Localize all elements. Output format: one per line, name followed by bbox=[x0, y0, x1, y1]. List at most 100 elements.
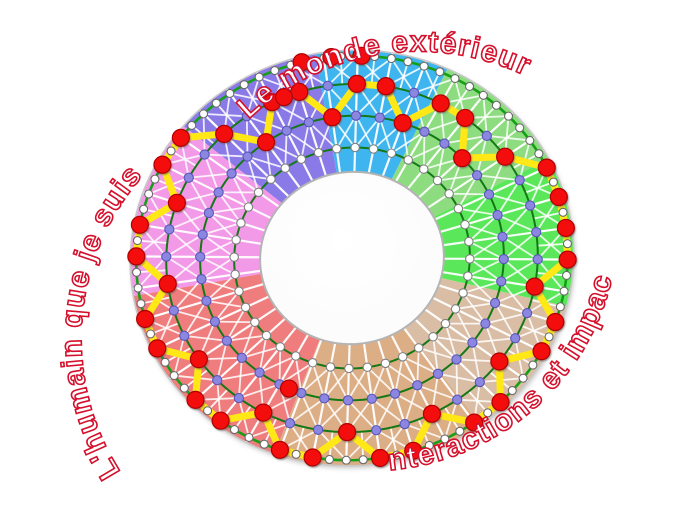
radial-edge-outer bbox=[452, 85, 471, 112]
highlight-node bbox=[292, 53, 311, 72]
diagonal-edge bbox=[217, 191, 242, 224]
radial-edge-outer bbox=[295, 426, 305, 456]
radial-edge-outer bbox=[475, 104, 498, 128]
node-ring-4-outermost bbox=[386, 53, 396, 64]
node-ring-3 bbox=[179, 330, 190, 341]
diagonal-edge bbox=[225, 334, 268, 342]
node-ring-4-outermost bbox=[324, 454, 334, 465]
diagonal-edge bbox=[502, 231, 538, 261]
highlight-node bbox=[189, 350, 208, 369]
diagonal-edge bbox=[467, 214, 499, 243]
diagonal-edge bbox=[501, 235, 539, 261]
highlight-node bbox=[322, 47, 341, 67]
node-ring-1-innermost bbox=[243, 202, 254, 212]
radial-edge-outer bbox=[136, 239, 169, 244]
highlight-node bbox=[393, 113, 412, 133]
node-ring-4-outermost bbox=[259, 439, 269, 449]
highlight-node bbox=[556, 218, 575, 238]
diagonal-edge bbox=[403, 384, 419, 425]
node-ring-3 bbox=[312, 424, 324, 435]
node-ring-1-innermost bbox=[331, 143, 342, 154]
node-ring-2 bbox=[498, 253, 509, 265]
highlight-node bbox=[215, 124, 234, 143]
node-ring-2 bbox=[195, 251, 206, 263]
node-ring-1-innermost bbox=[240, 302, 251, 313]
diagonal-edge bbox=[407, 142, 446, 161]
radial-edge-outer bbox=[520, 325, 550, 338]
highlight-node bbox=[376, 77, 395, 96]
node-ring-1-innermost bbox=[465, 254, 475, 264]
node-ring-1-innermost bbox=[397, 352, 408, 362]
node-ring-3 bbox=[284, 418, 296, 429]
diagonal-edge bbox=[168, 228, 202, 258]
diagonal-edge bbox=[366, 366, 396, 395]
diagonal-edge bbox=[466, 275, 496, 304]
node-ring-3 bbox=[161, 251, 172, 262]
diagonal-edge bbox=[294, 355, 303, 394]
radial-edge-outer bbox=[524, 181, 555, 194]
diagonal-edge bbox=[258, 355, 297, 374]
node-ring-4-outermost bbox=[403, 57, 413, 67]
highlight-node bbox=[323, 108, 342, 127]
node-ring-4-outermost bbox=[187, 120, 197, 130]
node-ring-2 bbox=[366, 393, 377, 404]
diagonal-edge bbox=[300, 121, 310, 161]
node-ring-1-innermost bbox=[440, 318, 451, 329]
node-ring-2 bbox=[480, 318, 491, 329]
diagonal-edge bbox=[482, 94, 488, 137]
diagonal-edge bbox=[494, 302, 517, 340]
node-ring-2 bbox=[471, 170, 483, 181]
diagonal-edge bbox=[384, 362, 419, 387]
diagonal-edge bbox=[500, 258, 539, 283]
diagonal-edge bbox=[375, 392, 396, 432]
diagonal-edge bbox=[187, 172, 233, 179]
highlight-node bbox=[130, 215, 149, 234]
highlight-node bbox=[171, 128, 190, 147]
highlight-node bbox=[274, 88, 294, 107]
diagonal-edge bbox=[390, 130, 426, 155]
diagonal-edge bbox=[471, 341, 481, 384]
highlight-node bbox=[422, 404, 442, 423]
diagonal-edge bbox=[278, 345, 282, 386]
diagonal-edge bbox=[201, 233, 236, 259]
node-ring-4-outermost bbox=[358, 455, 368, 465]
node-ring-2 bbox=[483, 189, 495, 200]
node-ring-4-outermost bbox=[169, 371, 179, 381]
node-ring-4-outermost bbox=[203, 406, 213, 416]
node-ring-4-outermost bbox=[211, 98, 221, 108]
diagonal-edge bbox=[347, 399, 378, 432]
diagonal-edge bbox=[208, 212, 238, 241]
node-ring-4-outermost bbox=[525, 135, 535, 145]
highlight-node bbox=[371, 448, 390, 468]
diagonal-edge bbox=[183, 334, 228, 342]
highlight-node bbox=[496, 147, 515, 166]
highlight-node bbox=[303, 448, 322, 467]
diagonal-edge bbox=[240, 345, 282, 359]
node-ring-1-innermost bbox=[234, 286, 244, 297]
node-ring-4-outermost bbox=[136, 299, 146, 309]
diagonal-edge bbox=[335, 114, 357, 150]
node-ring-2 bbox=[226, 168, 237, 179]
node-ring-3 bbox=[510, 333, 521, 344]
node-ring-2 bbox=[213, 187, 224, 198]
diagonal-edge bbox=[485, 134, 531, 142]
node-ring-4-outermost bbox=[455, 426, 465, 436]
diagonal-edge bbox=[466, 258, 505, 278]
node-ring-3 bbox=[168, 305, 180, 316]
node-ring-3 bbox=[474, 376, 485, 388]
node-ring-2 bbox=[489, 297, 501, 309]
radial-edge-outer bbox=[532, 211, 564, 220]
node-ring-2 bbox=[497, 231, 508, 242]
node-ring-2 bbox=[496, 276, 507, 287]
highlight-node bbox=[148, 339, 167, 358]
highlight-node bbox=[431, 94, 450, 113]
node-ring-4-outermost bbox=[341, 455, 351, 465]
diagonal-edge bbox=[214, 290, 240, 323]
diagonal-edge bbox=[462, 280, 503, 294]
node-ring-2 bbox=[419, 126, 430, 137]
node-ring-4-outermost bbox=[239, 80, 249, 90]
diagonal-edge bbox=[378, 116, 393, 155]
center-hole bbox=[259, 170, 445, 346]
node-ring-1-innermost bbox=[236, 218, 246, 228]
